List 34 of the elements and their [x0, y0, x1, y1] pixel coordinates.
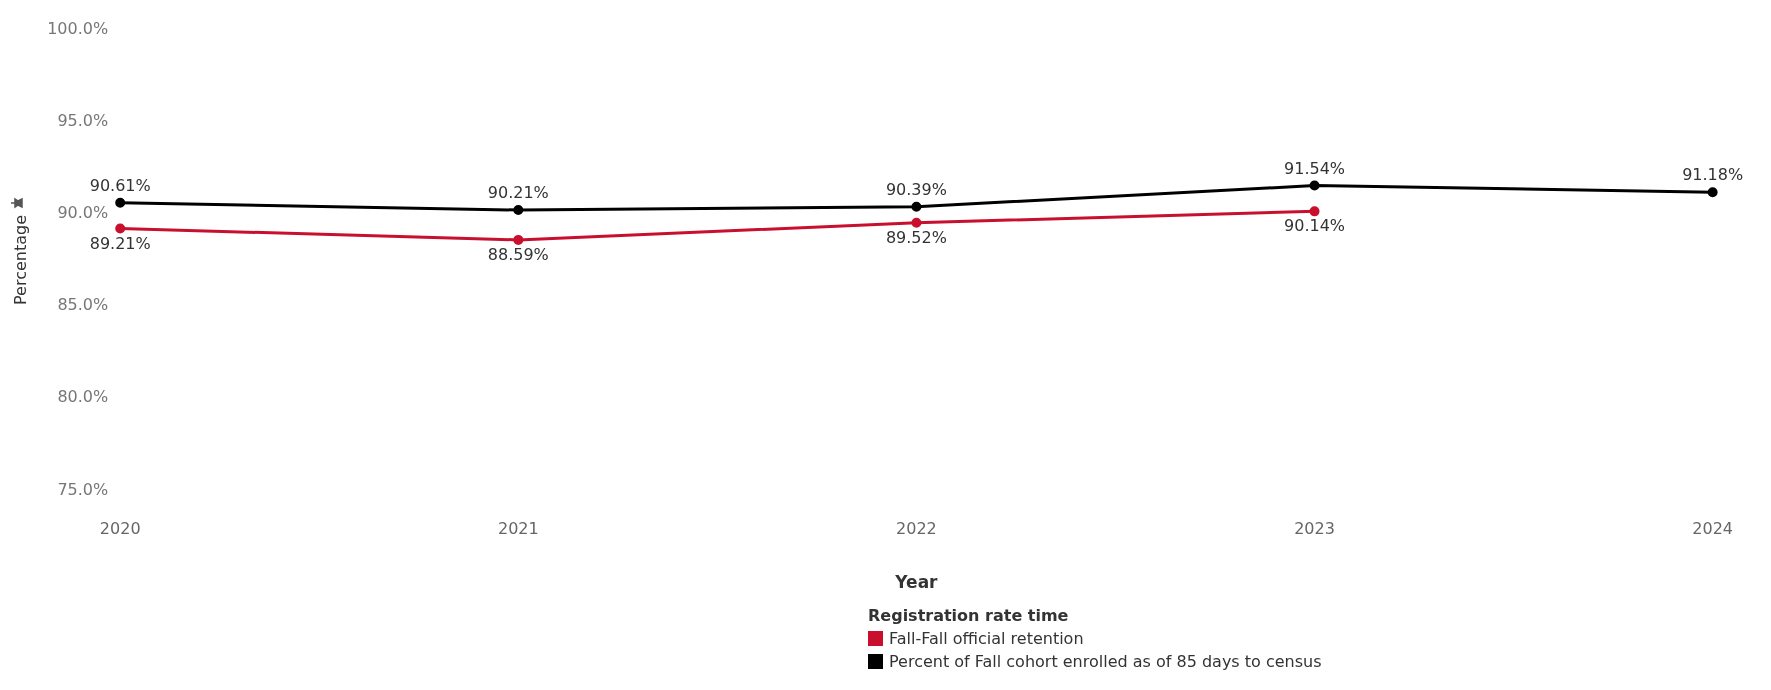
point [115, 223, 126, 234]
point [513, 234, 524, 245]
x-tick-label: 2024 [1692, 519, 1733, 539]
y-tick-label: 100.0% [47, 18, 109, 38]
data-label: 90.14% [1284, 216, 1346, 236]
x-tick-label: 2020 [99, 519, 141, 539]
x-axis-title: Year [894, 572, 939, 593]
legend-title: Registration rate time [868, 606, 1070, 625]
data-label: 90.21% [487, 183, 549, 203]
point [1309, 206, 1320, 217]
y-tick-label: 85.0% [57, 295, 109, 315]
data-label: 88.59% [487, 245, 549, 265]
x-tick-label: 2023 [1294, 519, 1335, 539]
point [1707, 187, 1718, 198]
data-label: 90.39% [885, 179, 947, 199]
y-tick-label: 75.0% [57, 479, 109, 499]
point [513, 205, 524, 216]
point [1309, 180, 1320, 191]
point [911, 201, 922, 212]
x-tick-label: 2021 [497, 519, 539, 539]
data-label: 91.18% [1682, 165, 1744, 185]
data-label: 89.52% [885, 227, 947, 247]
x-tick-label: 2022 [896, 519, 937, 539]
data-label: 89.21% [89, 233, 151, 253]
legend-label: Fall-Fall official retention [889, 629, 1084, 648]
y-tick-label: 80.0% [57, 387, 109, 407]
point [911, 217, 922, 228]
y-tick-label: 95.0% [57, 110, 109, 130]
data-label: 90.61% [89, 175, 151, 195]
point [115, 197, 126, 208]
y-tick-label: 90.0% [57, 203, 109, 223]
legend-label: Percent of Fall cohort enrolled as of 85 days to census [889, 652, 1322, 671]
data-label: 91.54% [1284, 158, 1346, 178]
y-axis-title: Percentage [10, 214, 30, 306]
